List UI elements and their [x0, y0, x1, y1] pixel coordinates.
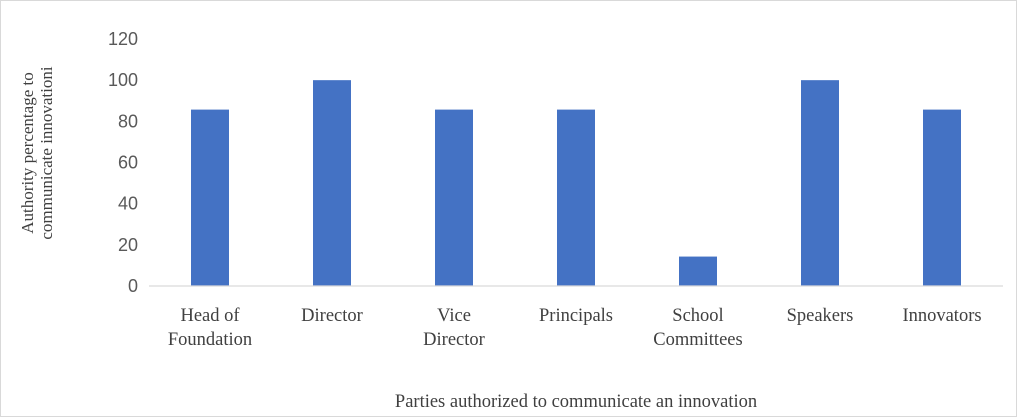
x-axis-title: Parties authorized to communicate an inn…	[395, 392, 757, 412]
x-category-label: School Committees	[653, 306, 742, 350]
bar	[801, 80, 839, 287]
y-tick-label: 40	[118, 194, 138, 214]
y-tick-label: 80	[118, 111, 138, 131]
x-category-label-line: Principals	[539, 306, 613, 326]
y-tick-label: 120	[108, 29, 138, 49]
x-category-label-line: Innovators	[902, 306, 981, 326]
x-category-label-line: School	[672, 306, 723, 326]
x-category-label-line: Speakers	[787, 306, 854, 326]
y-axis-title: Authority percentage tocommunicate innov…	[18, 66, 56, 240]
x-category-label-line: Head of	[180, 306, 240, 326]
x-category-label-line: Vice	[437, 306, 471, 326]
bar	[557, 109, 595, 286]
y-axis-ticks: 0 20 40 60 80 100 120	[108, 29, 138, 296]
y-tick-label: 20	[118, 235, 138, 255]
y-axis-title-line: communicate innovationi	[37, 66, 56, 240]
x-category-label: Principals	[539, 306, 613, 326]
x-category-label: Director	[301, 306, 363, 326]
bar	[313, 80, 351, 287]
x-category-label-line: Foundation	[168, 330, 252, 350]
y-tick-label: 60	[118, 153, 138, 173]
x-category-label: Head of Foundation	[168, 306, 252, 350]
y-tick-label: 100	[108, 70, 138, 90]
x-category-label: Speakers	[787, 306, 854, 326]
bar	[923, 109, 961, 286]
x-category-label: Vice Director	[423, 306, 485, 350]
x-category-label-line: Director	[423, 330, 485, 350]
bars	[191, 80, 961, 287]
x-category-label: Innovators	[902, 306, 981, 326]
x-category-label-line: Director	[301, 306, 363, 326]
bar	[679, 256, 717, 286]
x-axis-categories: Head of Foundation Director Vice Director Pri…	[168, 306, 982, 350]
y-tick-label: 0	[128, 276, 138, 296]
bar	[191, 109, 229, 286]
y-axis-title-text: Authority percentage tocommunicate innov…	[18, 66, 56, 240]
bar	[435, 109, 473, 286]
x-category-label-line: Committees	[653, 330, 742, 350]
y-axis-title-line: Authority percentage to	[18, 72, 37, 233]
